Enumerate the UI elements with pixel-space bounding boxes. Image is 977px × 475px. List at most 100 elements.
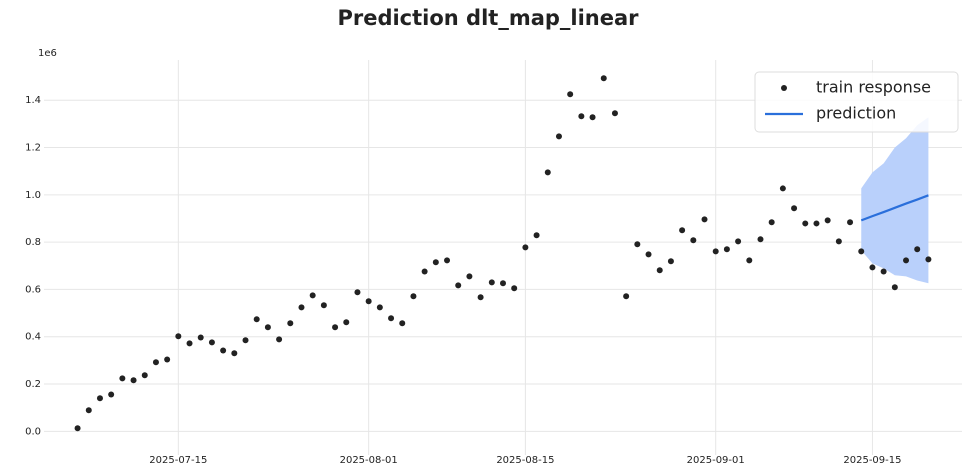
data-point [410,293,417,300]
data-point [746,257,753,264]
x-tick-label: 2025-09-15 [843,455,901,466]
data-point [488,279,495,286]
data-point [544,169,551,176]
data-point [858,248,865,255]
data-point [600,75,607,82]
data-point [813,220,820,227]
data-point [376,304,383,311]
data-point [578,113,585,120]
y-tick-label: 0.0 [25,426,41,437]
data-point [690,237,697,244]
data-point [164,356,171,363]
data-point [108,391,115,398]
data-point [264,324,271,331]
data-point [287,320,294,327]
data-point [802,220,809,227]
data-point [276,336,283,343]
prediction-interval [861,117,929,284]
data-point [701,216,708,223]
data-point [332,324,339,331]
data-point [735,238,742,245]
y-tick-label: 0.8 [25,237,41,248]
data-point [208,339,215,346]
data-point [231,350,238,357]
y-tick-label: 1.4 [25,95,41,106]
data-point [343,319,350,326]
x-tick-label: 2025-09-01 [687,455,745,466]
data-point [500,280,506,287]
data-point [869,264,876,271]
data-point [679,227,686,234]
legend: train response prediction [754,71,959,133]
data-point [533,232,540,239]
data-point [186,340,193,347]
data-point [365,298,372,305]
data-point [466,273,473,280]
data-point [880,268,887,275]
data-point [320,302,327,309]
data-point [824,217,831,224]
legend-marker [781,85,787,91]
data-point [891,284,898,291]
data-point [723,246,730,253]
data-point [555,133,562,140]
data-point [522,244,529,251]
prediction-line [860,194,929,222]
data-point [656,267,663,274]
x-tick-label: 2025-08-01 [340,455,398,466]
data-point [623,293,630,300]
data-point [298,304,305,311]
data-point [242,337,249,344]
y-tick-label: 0.2 [25,379,41,390]
data-point [444,257,451,264]
y-tick-label: 1.2 [25,143,41,154]
data-point [130,377,137,384]
x-tick-label: 2025-08-15 [496,455,554,466]
data-point [175,333,182,340]
data-point [791,205,798,212]
legend-label: prediction [816,104,896,123]
y-tick-label: 0.6 [25,284,41,295]
data-point [847,219,854,226]
data-point [85,407,92,414]
data-point [779,185,786,192]
data-point [611,110,618,117]
data-point [197,334,204,341]
chart-title: Prediction dlt_map_linear [337,6,639,30]
data-point [914,246,921,253]
data-point [511,285,518,292]
y-offset-label: 1e6 [38,48,57,59]
legend-label: train response [816,78,931,97]
data-point [712,248,719,255]
y-tick-label: 0.4 [25,332,41,343]
data-point [432,259,439,266]
data-point [74,425,81,432]
data-point [925,256,932,263]
data-point [667,258,674,265]
data-point [589,114,596,121]
data-point [388,315,395,322]
data-point [119,375,126,382]
data-point [421,268,428,275]
data-point [96,395,103,402]
plot-area [74,75,932,432]
x-tick-label: 2025-07-15 [149,455,207,466]
data-point [757,236,764,243]
data-point [768,219,775,226]
data-point [455,282,462,289]
data-point [903,257,910,264]
data-point [835,238,842,245]
data-point [152,359,159,366]
data-point [645,251,652,258]
data-point [634,241,641,248]
data-point [253,316,260,323]
data-point [354,289,361,296]
data-point [567,91,574,98]
data-point [141,372,148,379]
data-point [220,347,227,354]
legend-box [754,71,959,133]
data-point [309,292,316,299]
data-point [399,320,406,327]
data-point [477,294,484,301]
